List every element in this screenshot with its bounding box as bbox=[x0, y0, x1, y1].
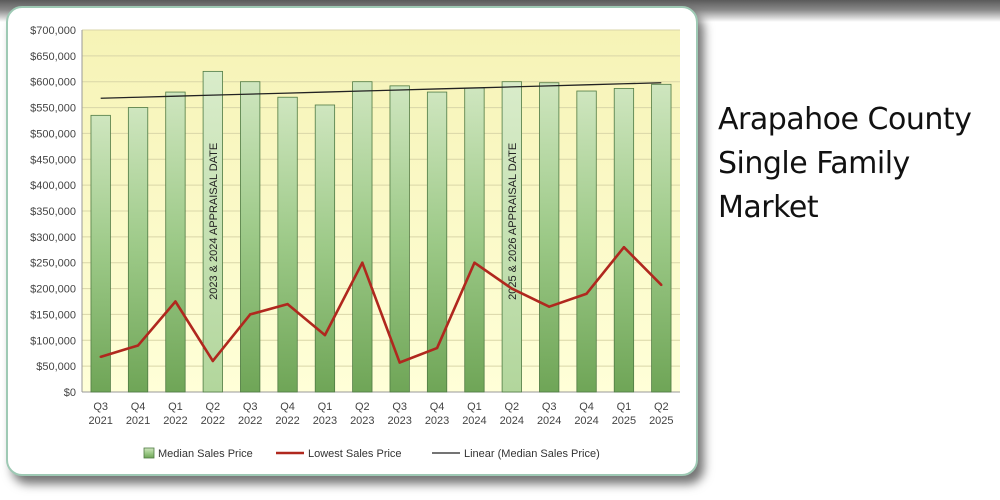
x-tick-quarter: Q4 bbox=[131, 401, 146, 413]
page-title-line-2: Single Family bbox=[718, 146, 910, 181]
appraisal-date-annotation: 2025 & 2026 APPRAISAL DATE bbox=[507, 143, 519, 300]
median-bar bbox=[90, 114, 111, 393]
median-bar bbox=[464, 87, 485, 393]
trendline bbox=[100, 82, 662, 99]
y-tick-label: $300,000 bbox=[30, 232, 76, 244]
x-tick-year: 2023 bbox=[387, 415, 411, 427]
lowest-price-point bbox=[398, 361, 401, 364]
legend-label-linear: Linear (Median Sales Price) bbox=[464, 448, 600, 460]
y-tick-label: $500,000 bbox=[30, 128, 76, 140]
x-tick-year: 2024 bbox=[462, 415, 486, 427]
x-tick-quarter: Q3 bbox=[542, 401, 557, 413]
x-tick-quarter: Q3 bbox=[392, 401, 407, 413]
median-bar bbox=[314, 104, 336, 393]
lowest-price-point bbox=[248, 313, 252, 316]
chart-card: $0 $50,000 $100,000 $150,000 $200,000 $250,00… bbox=[6, 6, 698, 476]
median-bar bbox=[576, 90, 597, 393]
y-tick-label: $450,000 bbox=[30, 154, 76, 166]
legend-label-lowest: Lowest Sales Price bbox=[308, 448, 402, 460]
x-tick-quarter: Q4 bbox=[280, 401, 295, 413]
x-tick-quarter: Q2 bbox=[504, 401, 519, 413]
page-title-line-1: Arapahoe County bbox=[718, 102, 972, 137]
x-tick-year: 2025 bbox=[649, 415, 673, 427]
y-tick-label: $150,000 bbox=[30, 309, 76, 321]
median-bar bbox=[240, 81, 261, 393]
y-tick-label: $50,000 bbox=[36, 361, 76, 373]
x-tick-quarter: Q1 bbox=[617, 401, 632, 413]
median-bar bbox=[539, 82, 560, 393]
median-bar bbox=[501, 81, 522, 393]
lowest-price-line bbox=[100, 245, 663, 364]
lowest-price-point bbox=[361, 261, 364, 264]
median-bar bbox=[202, 70, 223, 393]
x-tick-quarter: Q3 bbox=[93, 401, 108, 413]
lowest-price-point bbox=[211, 359, 215, 363]
median-bar bbox=[165, 91, 186, 393]
y-tick-label: $700,000 bbox=[30, 25, 76, 37]
lowest-price-point bbox=[660, 283, 663, 287]
lowest-price-point bbox=[435, 346, 439, 350]
x-tick-year: 2021 bbox=[126, 415, 150, 427]
x-tick-year: 2022 bbox=[238, 415, 262, 427]
x-tick-year: 2023 bbox=[425, 415, 449, 427]
x-tick-quarter: Q1 bbox=[168, 401, 183, 413]
x-tick-quarter: Q4 bbox=[579, 401, 594, 413]
lowest-price-point bbox=[585, 292, 588, 295]
legend-label-median: Median Sales Price bbox=[158, 448, 253, 460]
y-tick-label: $650,000 bbox=[30, 51, 76, 63]
y-tick-label: $250,000 bbox=[30, 258, 76, 270]
x-tick-quarter: Q2 bbox=[355, 401, 370, 413]
x-tick-quarter: Q3 bbox=[243, 401, 258, 413]
y-tick-label: $550,000 bbox=[30, 103, 76, 115]
median-price-chart: $0 $50,000 $100,000 $150,000 $200,000 $250,00… bbox=[30, 25, 680, 460]
lowest-price-point bbox=[622, 246, 626, 249]
x-tick-year: 2021 bbox=[88, 415, 112, 427]
y-tick-label: $400,000 bbox=[30, 180, 76, 192]
y-tick-label: $200,000 bbox=[30, 284, 76, 296]
lowest-price-point bbox=[136, 344, 140, 347]
x-tick-year: 2025 bbox=[612, 415, 636, 427]
median-bar bbox=[426, 91, 448, 393]
y-tick-label: $100,000 bbox=[30, 335, 76, 347]
median-bar bbox=[651, 83, 672, 393]
appraisal-date-annotation: 2023 & 2024 APPRAISAL DATE bbox=[208, 143, 220, 300]
lowest-price-point bbox=[99, 355, 102, 359]
x-tick-year: 2024 bbox=[574, 415, 598, 427]
lowest-price-point bbox=[323, 333, 327, 337]
x-tick-quarter: Q1 bbox=[318, 401, 333, 413]
x-tick-year: 2022 bbox=[275, 415, 299, 427]
lowest-price-point bbox=[510, 287, 514, 290]
median-bar bbox=[127, 107, 149, 393]
x-tick-quarter: Q2 bbox=[205, 401, 220, 413]
page-title: Arapahoe County Single Family Market bbox=[718, 98, 998, 230]
x-tick-quarter: Q4 bbox=[430, 401, 445, 413]
x-tick-year: 2023 bbox=[313, 415, 337, 427]
x-tick-year: 2022 bbox=[201, 415, 225, 427]
median-bar bbox=[613, 88, 635, 393]
median-bar bbox=[352, 81, 373, 393]
y-tick-label: $600,000 bbox=[30, 77, 76, 89]
lowest-price-point bbox=[547, 305, 551, 308]
y-tick-label: $0 bbox=[64, 387, 76, 399]
page-title-line-3: Market bbox=[718, 190, 819, 225]
lowest-price-point bbox=[286, 302, 289, 306]
x-tick-year: 2023 bbox=[350, 415, 374, 427]
median-bar bbox=[389, 85, 410, 393]
x-tick-quarter: Q2 bbox=[654, 401, 669, 413]
lowest-price-point bbox=[473, 261, 476, 264]
x-tick-year: 2024 bbox=[537, 415, 561, 427]
x-tick-year: 2024 bbox=[500, 415, 524, 427]
median-bar bbox=[277, 96, 298, 393]
x-tick-quarter: Q1 bbox=[467, 401, 482, 413]
legend-swatch-median bbox=[143, 447, 155, 459]
lowest-price-point bbox=[174, 300, 177, 303]
y-tick-label: $350,000 bbox=[30, 206, 76, 218]
x-tick-year: 2022 bbox=[163, 415, 187, 427]
